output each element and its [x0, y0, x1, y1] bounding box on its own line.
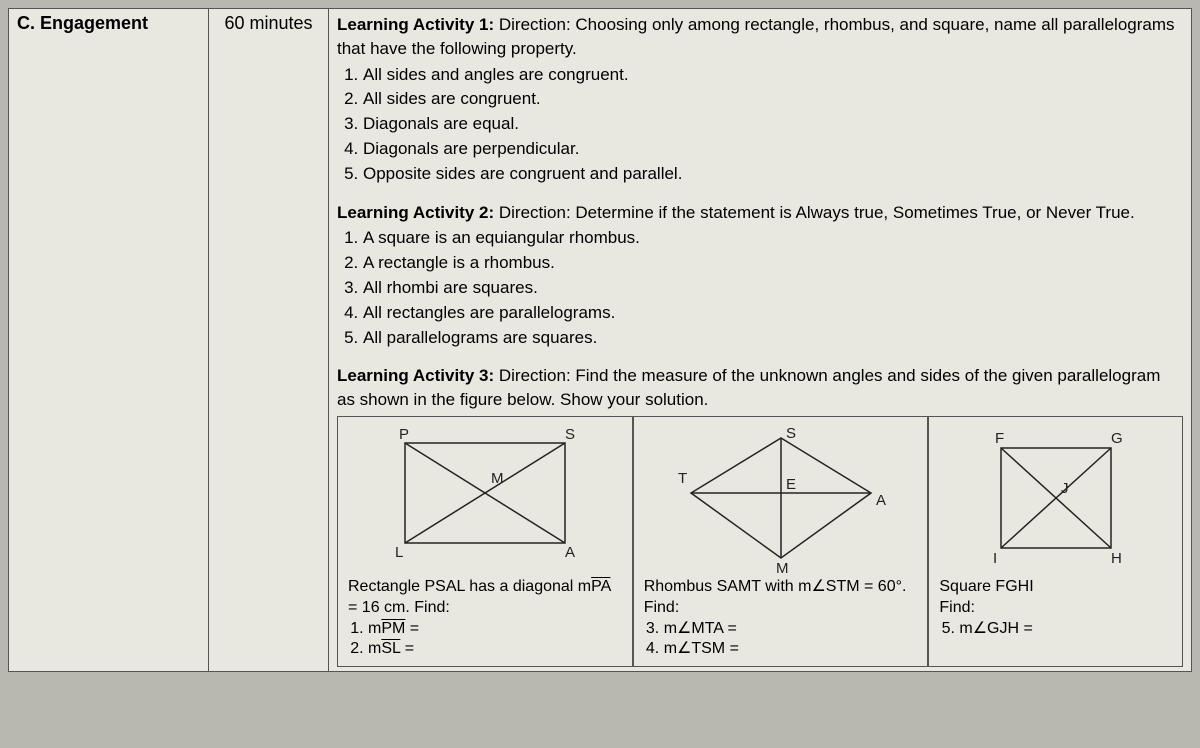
figure-1-desc: Rectangle PSAL has a diagonal mPA = 16 c… [348, 577, 622, 660]
list-item: Diagonals are equal. [363, 112, 1183, 137]
activity-2-title: Learning Activity 2: [337, 203, 494, 222]
svg-text:I: I [993, 550, 997, 567]
content-cell: Learning Activity 1: Direction: Choosing… [329, 9, 1192, 672]
section-label-cell: C. Engagement [9, 9, 209, 672]
question-item: mPM = [368, 619, 622, 640]
figure-3-desc: Square FGHI Find: m∠GJH = [939, 577, 1172, 639]
rhombus-samt-diagram: S A M T E [666, 423, 896, 573]
question-item: m∠GJH = [959, 619, 1172, 640]
activity-3: Learning Activity 3: Direction: Find the… [337, 364, 1183, 412]
figure-2-desc: Rhombus SAMT with m∠STM = 60°. Find: m∠M… [644, 577, 918, 660]
svg-text:H: H [1111, 550, 1122, 567]
figure-3-questions: m∠GJH = [939, 619, 1172, 640]
figure-1-questions: mPM = mSL = [348, 619, 622, 661]
list-item: A rectangle is a rhombus. [363, 251, 1183, 276]
list-item: All rhombi are squares. [363, 276, 1183, 301]
activity-2: Learning Activity 2: Direction: Determin… [337, 201, 1183, 351]
svg-text:S: S [565, 426, 575, 443]
figures-row: P S L A M Rectangle PSAL has a diagonal … [337, 416, 1183, 667]
activity-1: Learning Activity 1: Direction: Choosing… [337, 13, 1183, 187]
figure-2-cell: S A M T E Rhombus SAMT with m∠STM = 60°.… [633, 416, 929, 667]
activity-1-title: Learning Activity 1: [337, 15, 494, 34]
section-label: C. Engagement [17, 13, 148, 33]
svg-text:P: P [399, 426, 409, 443]
list-item: All sides are congruent. [363, 87, 1183, 112]
activity-2-list: A square is an equiangular rhombus. A re… [337, 226, 1183, 350]
activity-1-list: All sides and angles are congruent. All … [337, 63, 1183, 187]
figure-1-cell: P S L A M Rectangle PSAL has a diagonal … [337, 416, 633, 667]
list-item: Diagonals are perpendicular. [363, 137, 1183, 162]
svg-text:E: E [786, 476, 796, 493]
list-item: All parallelograms are squares. [363, 326, 1183, 351]
square-fghi-diagram: F G H I J [961, 423, 1151, 573]
list-item: All sides and angles are congruent. [363, 63, 1183, 88]
svg-text:J: J [1061, 480, 1069, 497]
activity-2-direction: Direction: Determine if the statement is… [494, 203, 1135, 222]
svg-text:M: M [491, 470, 504, 487]
figure-2-questions: m∠MTA = m∠TSM = [644, 619, 918, 661]
question-item: mSL = [368, 639, 622, 660]
svg-text:G: G [1111, 430, 1123, 447]
svg-text:T: T [678, 470, 687, 487]
svg-text:A: A [565, 544, 575, 561]
question-item: m∠MTA = [664, 619, 918, 640]
list-item: A square is an equiangular rhombus. [363, 226, 1183, 251]
time-cell: 60 minutes [209, 9, 329, 672]
figure-3-cell: F G H I J Square FGHI Find: m∠GJH = [928, 416, 1183, 667]
svg-text:L: L [395, 544, 403, 561]
svg-text:A: A [876, 492, 886, 509]
activity-3-title: Learning Activity 3: [337, 366, 494, 385]
time-allotment: 60 minutes [224, 13, 312, 33]
lesson-plan-table: C. Engagement 60 minutes Learning Activi… [8, 8, 1192, 672]
list-item: Opposite sides are congruent and paralle… [363, 162, 1183, 187]
rectangle-psal-diagram: P S L A M [375, 423, 595, 573]
svg-text:S: S [786, 425, 796, 442]
question-item: m∠TSM = [664, 639, 918, 660]
list-item: All rectangles are parallelograms. [363, 301, 1183, 326]
svg-text:F: F [995, 430, 1004, 447]
svg-text:M: M [776, 560, 789, 573]
